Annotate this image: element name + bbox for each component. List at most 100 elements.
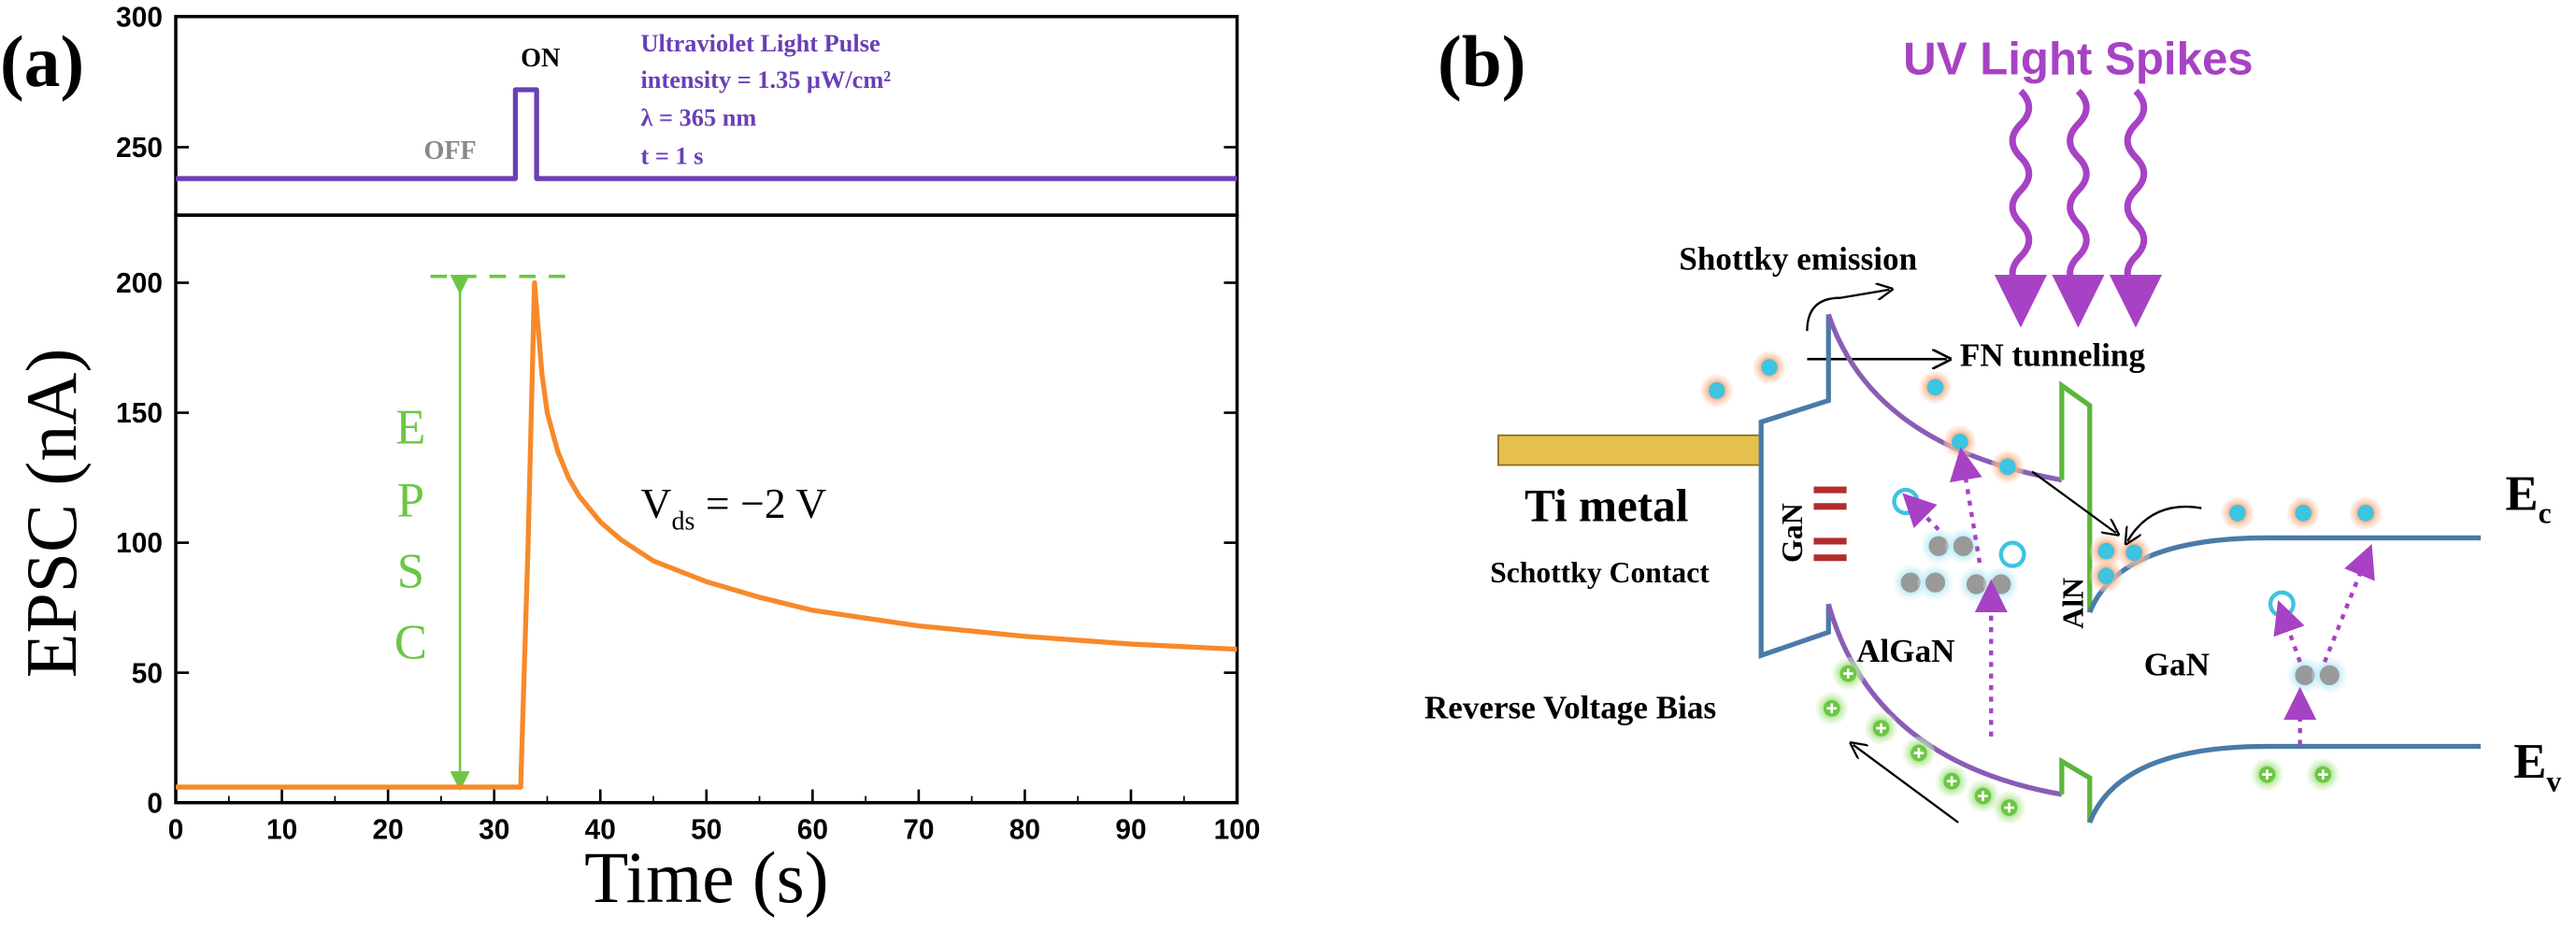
electron [1999,458,2016,476]
arrow [1853,745,1959,823]
electron [2125,544,2142,562]
x-tick-label: 10 [266,815,297,846]
ion [1900,572,1921,593]
epsc-letter: C [394,616,427,670]
hole-plus [1913,748,1925,758]
arrow [2323,544,2375,664]
ion [2319,665,2340,686]
ec-label: Ec [2505,466,2551,529]
label: GaN [1776,503,1809,563]
x-tick-label: 0 [168,815,184,846]
arrow [1949,447,1982,564]
annotation: OFF [423,136,476,165]
vds-rest: = −2 V [694,480,826,527]
empty-state [2268,590,2296,618]
ion [1928,536,1949,556]
trap [1813,486,1847,494]
electron [2357,505,2374,522]
electron [1761,359,1778,376]
x-tick-label: 70 [903,815,934,846]
y-tick-label: 250 [116,133,163,164]
diagram: (b) UV Light Spikes Shottky emission FN … [1424,21,2561,824]
label: AlN [2057,578,2090,629]
annotation: ON [521,44,560,73]
x-tick-label: 20 [373,815,404,846]
electron [2295,505,2312,522]
electron [2229,505,2246,522]
y-tick-label: 300 [116,2,163,33]
gan-vb [2087,743,2482,823]
particles [1700,351,2383,824]
ev-label: Ev [2513,735,2561,797]
empty-state [1892,487,1920,516]
algan-vb [1825,603,2063,797]
metal-bar [1497,434,1763,466]
label: Reverse Voltage Bias [1424,689,1716,725]
uv-waves [1994,88,2163,328]
hole-plus [2262,769,2272,780]
hole-plus [1946,776,1957,787]
epsc-letter: P [397,473,424,527]
x-tick-label: 30 [479,815,509,846]
annotation: t = 1 s [640,141,703,169]
hole-plus [1843,668,1853,679]
arrow [1806,290,1889,332]
bands [1758,313,2482,823]
ion [1991,574,2011,594]
x-tick-label: 60 [797,815,828,846]
label: Ti metal [1524,480,1688,532]
aln-cb [2059,380,2093,613]
aln-vb [2059,756,2093,823]
panel-label: (b) [1438,21,1526,102]
empty-state [1998,540,2026,568]
ec-main: E [2505,466,2538,521]
trap [1813,503,1847,510]
electron [1952,433,1968,451]
gan-cb [2087,535,2482,614]
x-tick-label: 90 [1115,815,1146,846]
electron [1926,379,1944,396]
ion [1925,572,1946,593]
hole-plus [2004,802,2014,813]
uv-title: UV Light Spikes [1903,34,2253,85]
x-tick-label: 80 [1009,815,1040,846]
label: AlGaN [1856,633,1954,669]
hole-plus [1826,703,1838,714]
plot-area: 250 300 0 50 100 150 200 0 10 20 30 40 50 60 70 80 90 100 [116,2,1260,845]
vds-label: Vds = −2 V [640,480,826,537]
annotation: Ultraviolet Light Pulse [640,29,880,57]
epsc-label: E P S C [394,400,427,669]
x-tick-label: 50 [691,815,722,846]
annotation: λ = 365 nm [640,103,756,131]
data-line [176,279,1238,790]
arrow [2273,599,2305,663]
electron [2097,542,2115,560]
trap [1813,537,1847,545]
ion [1953,536,1973,556]
ev-sub: v [2546,765,2561,797]
electron [2097,567,2115,585]
ev-main: E [2513,735,2546,789]
arrow [1902,493,1940,532]
x-tick-label: 40 [585,815,616,846]
vds-main: V [640,480,671,527]
traps [1813,486,1847,562]
hole-plus [1876,723,1886,734]
excitation-arrows [1902,447,2375,745]
arrow [2127,506,2202,541]
x-axis-title: Time (s) [584,838,828,918]
panel-label: (a) [0,21,84,102]
uv-wave [2052,88,2105,328]
label: GaN [2144,646,2210,682]
y-tick-label: 100 [116,528,163,559]
ion [2295,665,2315,686]
data-line [176,87,1238,181]
epsc-letter: E [395,400,425,454]
trap [1813,554,1847,562]
y-tick-label: 50 [132,658,163,689]
label: Shottky emission [1679,240,1917,277]
hole-plus [2318,769,2328,780]
uv-wave [2109,88,2163,328]
x-tick-label: 100 [1214,815,1261,846]
